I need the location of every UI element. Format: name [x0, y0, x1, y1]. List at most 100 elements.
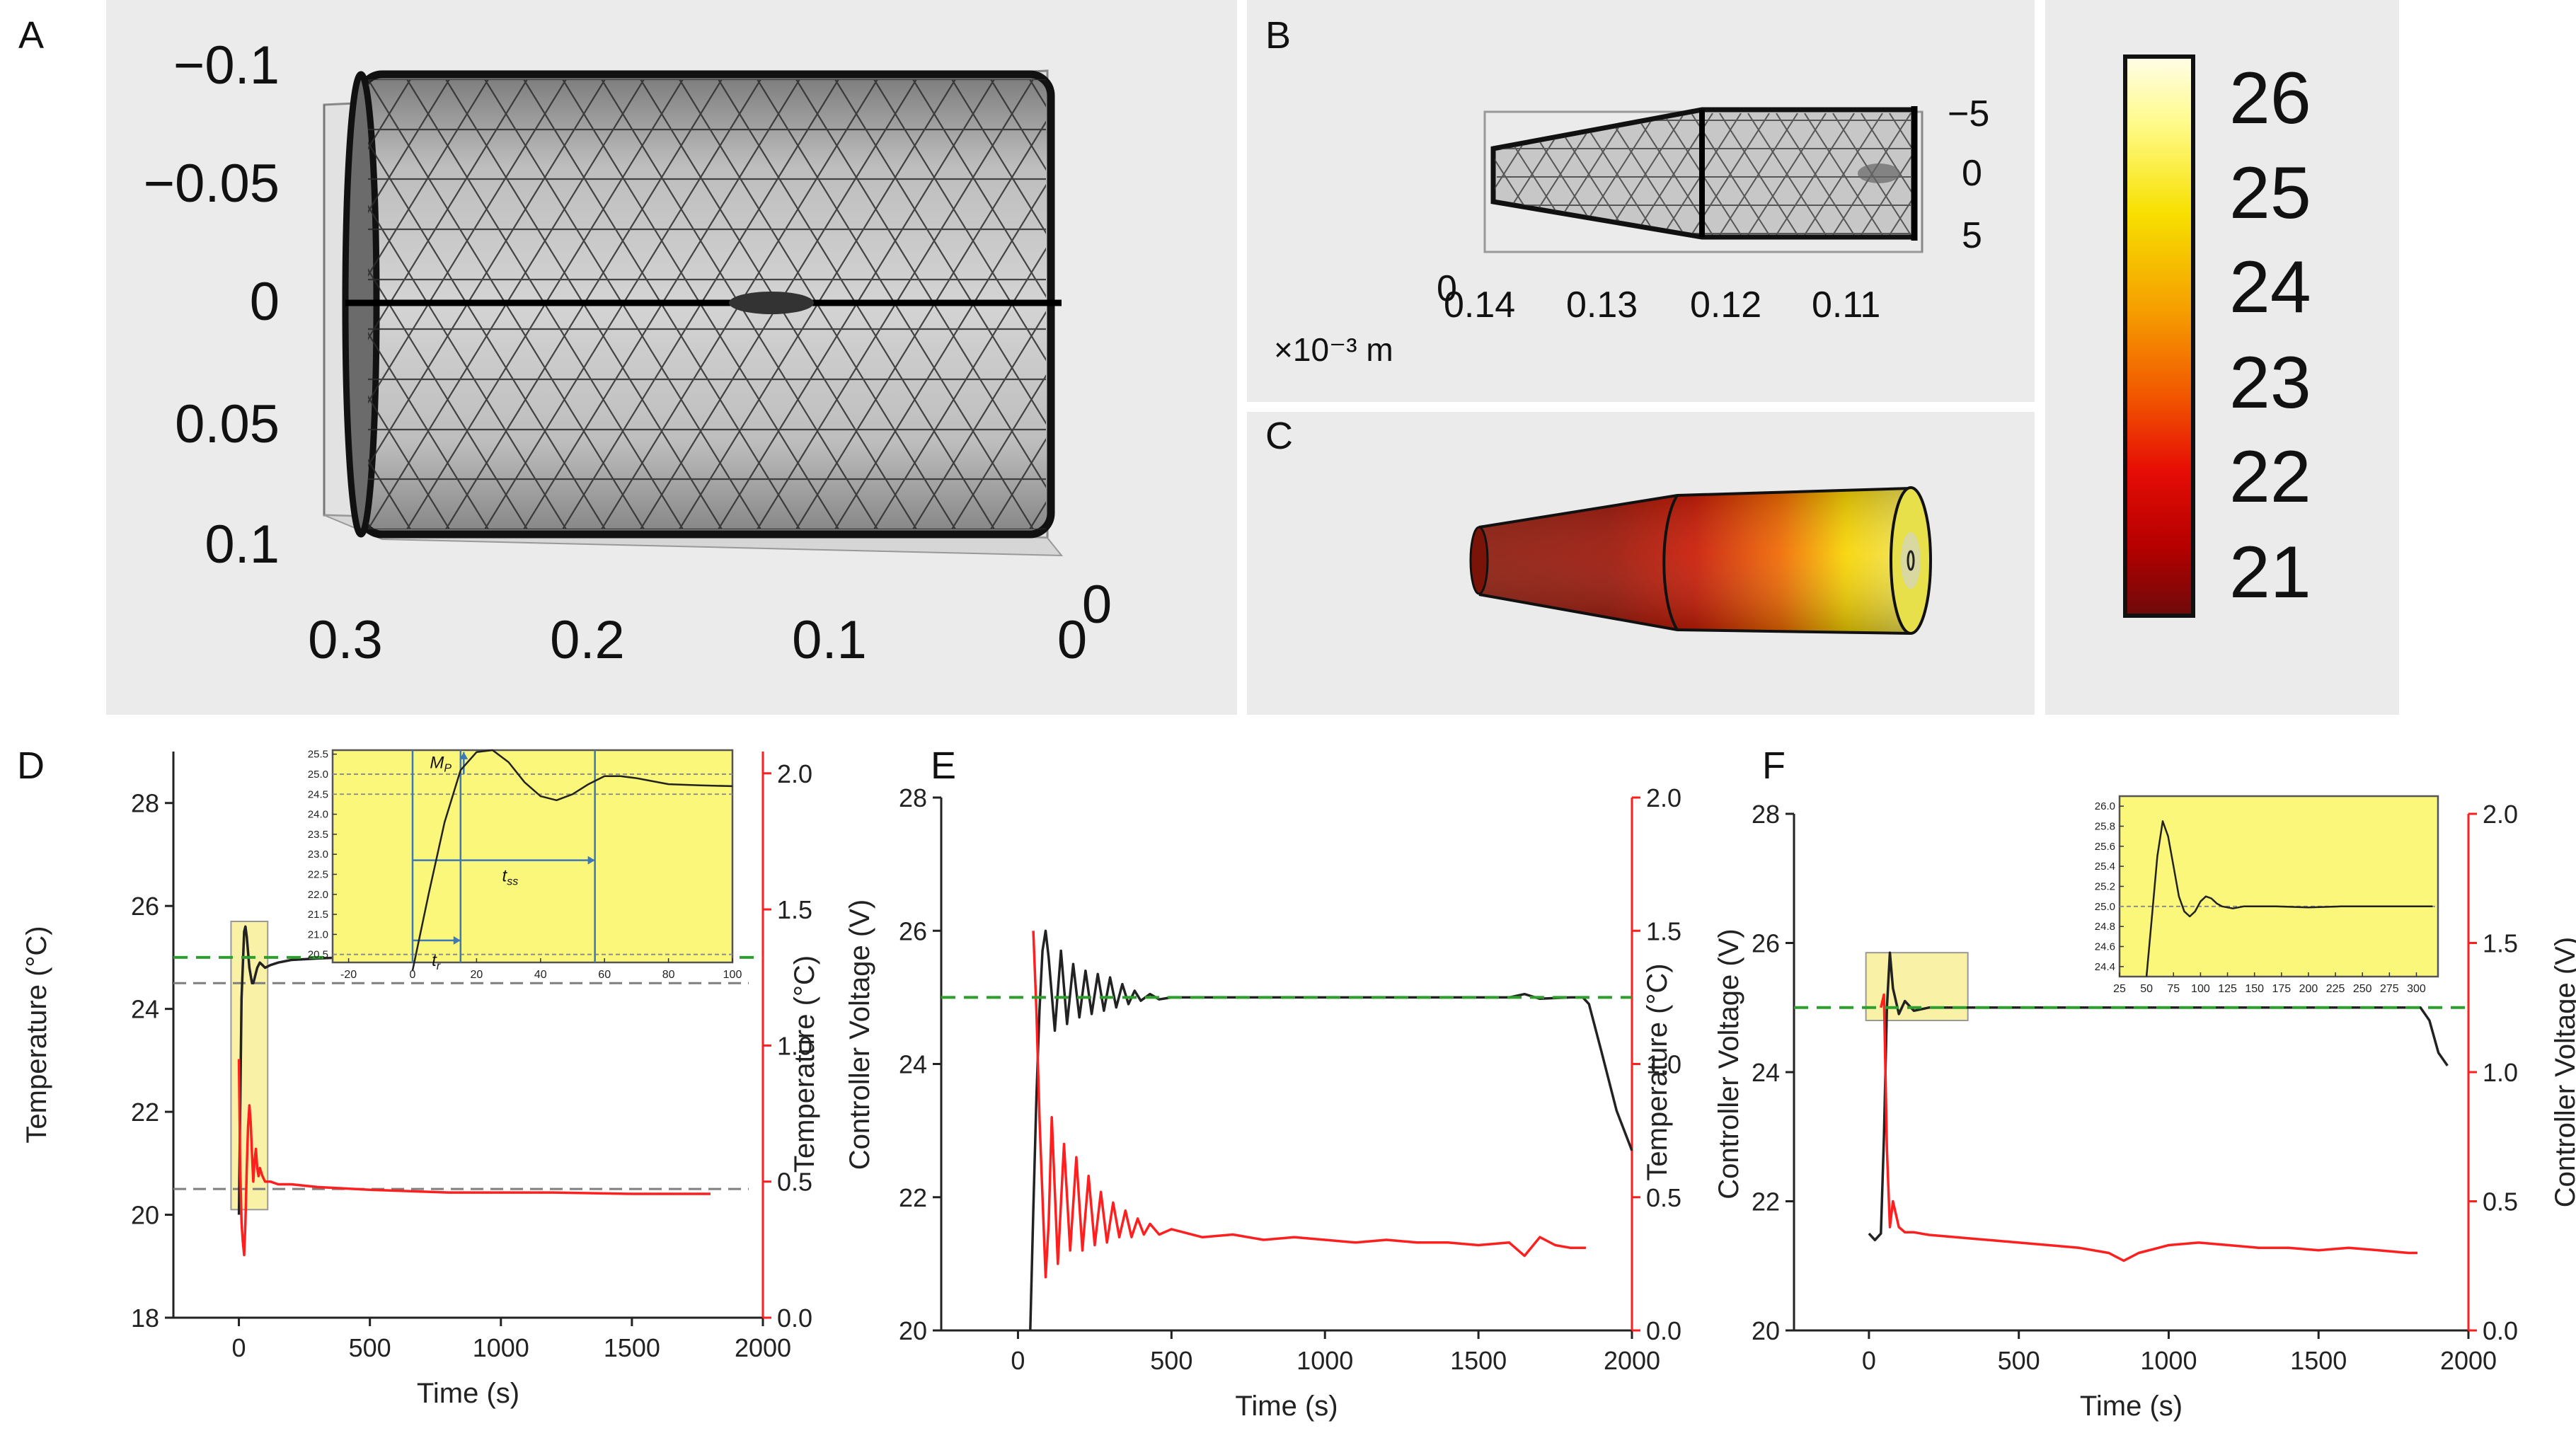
temperature-series [1029, 929, 1633, 1331]
y-tick-label: 22 [899, 1183, 927, 1212]
y2-axis-label: Controller Voltage (V) [2550, 937, 2576, 1207]
inset-x-tick-label: 20 [471, 969, 483, 981]
y-axis-label: Temperature (°C) [789, 955, 820, 1173]
x-tick-label: 0 [232, 1333, 246, 1362]
y2-tick-label: 1.5 [1646, 916, 1681, 945]
colorbar-tick-label: 22 [2229, 436, 2311, 518]
colorbar-ticks: 26 25 24 23 22 21 [2229, 57, 2311, 614]
a-xtick: 0 [1057, 610, 1087, 670]
inset-x-tick-label: 50 [2140, 983, 2153, 995]
inset-y-tick-label: 26.0 [2095, 800, 2115, 812]
panel-b-ticks: 0 0.14 0.13 0.12 0.11 −5 0 5 ×10⁻³ m [1274, 93, 1989, 368]
inset-y-tick-label: 25.5 [308, 749, 328, 761]
panel-label-f: F [1762, 744, 1786, 787]
y-axis-label: Temperature (°C) [1642, 963, 1673, 1180]
panel-label-b: B [1265, 14, 1291, 57]
inset-x-tick-label: 275 [2380, 983, 2399, 995]
inset-y-tick-label: 25.2 [2095, 881, 2115, 893]
colorbar-tick-label: 23 [2229, 342, 2311, 424]
y-tick-label: 28 [131, 789, 159, 818]
inset-x-tick-label: 0 [410, 969, 416, 981]
inset-x-tick-label: 225 [2326, 983, 2345, 995]
x-tick-label: 0 [1862, 1346, 1876, 1375]
y2-tick-label: 0.5 [777, 1168, 812, 1197]
inset-x-tick-label: 125 [2218, 983, 2237, 995]
b-xtick: 0.11 [1812, 284, 1880, 326]
inset-x-tick-label: 80 [662, 969, 675, 981]
x-tick-label: 2000 [735, 1333, 791, 1362]
x-tick-label: 1000 [473, 1333, 529, 1362]
b-ytick: 0 [1962, 153, 1982, 194]
inset-tr-label-sub: r [437, 960, 441, 972]
b-unit-label: ×10⁻³ m [1274, 331, 1393, 368]
inset-tr-label: tr [432, 951, 441, 972]
x-tick-label: 1000 [2140, 1346, 2197, 1375]
inset-y-tick-label: 25.4 [2095, 861, 2115, 873]
panel-a: A −0.1 −0.05 0 0.05 0.1 0.3 0.2 0.1 0 0 [18, 0, 1237, 715]
inset-tss-label-sub: ss [507, 876, 518, 888]
mesh-wireframe [1495, 113, 1912, 235]
colorbar-tick-label: 26 [2229, 57, 2311, 139]
inset-chart: 25 50 75 100 125 150 175 200 225 250 275 300 24.4 24.… [2095, 795, 2439, 995]
y-tick-label: 22 [131, 1098, 159, 1127]
heat-cone [1469, 486, 1932, 635]
y2-tick-label: 1.5 [2483, 929, 2518, 958]
y2-tick-label: 1.0 [2483, 1058, 2518, 1087]
y2-tick-label: 2.0 [777, 759, 812, 788]
inset-tss-label-main: t [502, 867, 508, 886]
a-ytick: −0.1 [173, 35, 280, 96]
inset-y-tick-label: 24.5 [308, 788, 328, 800]
inset-background [331, 749, 734, 964]
b-xtick: 0.14 [1444, 284, 1515, 326]
inset-x-tick-label: 40 [534, 969, 547, 981]
mesh-cone [1483, 106, 1924, 253]
y-tick-label: 24 [1752, 1058, 1780, 1087]
panel-b: B 0 0.14 0.13 0.12 0.11 −5 0 5 ×10⁻³ m [1247, 0, 2035, 402]
y2-tick-label: 0.0 [1646, 1316, 1681, 1345]
y2-tick-label: 1.0 [777, 1031, 812, 1060]
inset-y-tick-label: 25.8 [2095, 821, 2115, 833]
chart-e: 0 500 1000 1500 2000 20 22 24 26 28 0.0 0.5 1.0 1.5 2.… [789, 783, 1744, 1422]
y2-tick-label: 0.5 [1646, 1183, 1681, 1212]
x-tick-label: 1000 [1296, 1346, 1353, 1375]
x-axis-label: Time (s) [2080, 1391, 2183, 1422]
inset-background [2118, 795, 2439, 978]
panel-label-a: A [18, 14, 44, 57]
x-axis-label: Time (s) [1235, 1391, 1338, 1422]
b-ytick: 5 [1962, 215, 1982, 256]
colorbar-tick-label: 24 [2229, 246, 2311, 328]
y2-tick-label: 2.0 [2483, 800, 2518, 829]
inset-y-tick-label: 23.0 [308, 849, 328, 861]
colorbar-tick-label: 25 [2229, 152, 2311, 234]
inset-y-tick-label: 25.0 [2095, 901, 2115, 913]
b-ytick: −5 [1948, 93, 1989, 134]
a-ytick: 0.1 [205, 514, 280, 575]
mesh-cylinder [323, 69, 1064, 557]
inset-mp-label-main: M [430, 753, 444, 772]
a-xtick: 0.2 [550, 610, 625, 670]
inset-x-tick-label: 25 [2113, 983, 2126, 995]
x-tick-label: 500 [349, 1333, 391, 1362]
y2-tick-label: 1.0 [1646, 1050, 1681, 1079]
a-ytick: −0.05 [144, 154, 280, 214]
x-tick-label: 2000 [2440, 1346, 2497, 1375]
inset-y-tick-label: 21.0 [308, 928, 328, 941]
b-xtick: 0.12 [1690, 284, 1761, 326]
inset-y-tick-label: 25.0 [308, 769, 328, 781]
inset-tr-label-main: t [432, 951, 437, 970]
y2-tick-label: 1.5 [777, 895, 812, 924]
x-tick-label: 500 [1998, 1346, 2040, 1375]
inset-mp-label: MP [430, 753, 452, 774]
colorbar: 26 25 24 23 22 21 [2045, 0, 2399, 715]
y-tick-label: 24 [899, 1050, 927, 1079]
inset-y-tick-label: 24.6 [2095, 941, 2115, 953]
panel-a-y-ticks: −0.1 −0.05 0 0.05 0.1 [144, 35, 280, 575]
panel-label-d: D [17, 744, 45, 787]
inset-x-tick-label: 250 [2353, 983, 2372, 995]
inset-x-tick-label: 75 [2167, 983, 2180, 995]
y2-tick-label: 0.0 [2483, 1316, 2518, 1345]
x-tick-label: 0 [1011, 1346, 1025, 1375]
inset-x-tick-label: 200 [2299, 983, 2318, 995]
inset-y-tick-label: 22.5 [308, 868, 328, 880]
